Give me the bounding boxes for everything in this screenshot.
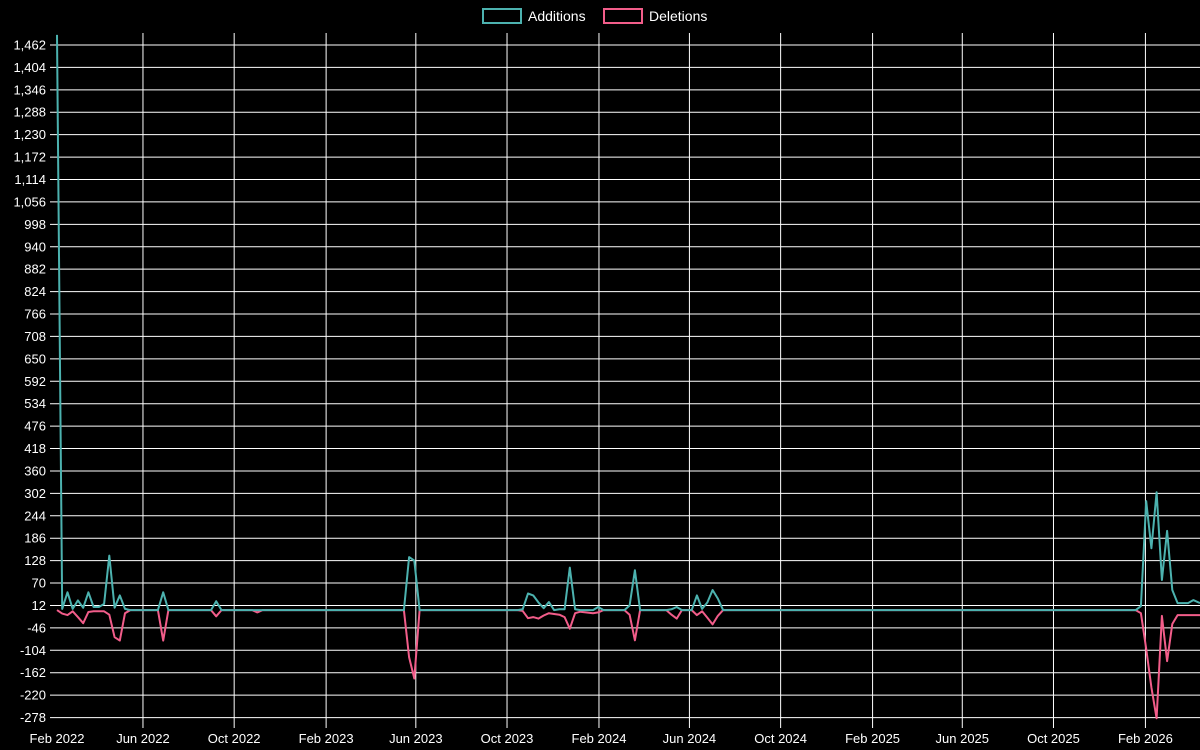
additions-swatch-icon <box>482 8 522 24</box>
legend-label-additions: Additions <box>528 8 586 24</box>
y-tick-label: 1,404 <box>13 60 46 75</box>
x-tick-label: Feb 2025 <box>845 731 900 746</box>
y-tick-label: 360 <box>24 463 46 478</box>
x-tick-label: Oct 2025 <box>1027 731 1080 746</box>
y-tick-label: -104 <box>20 643 46 658</box>
y-gridlines <box>50 44 1200 719</box>
y-tick-label: 1,230 <box>13 127 46 142</box>
y-tick-label: 882 <box>24 262 46 277</box>
x-tick-label: Oct 2023 <box>481 731 534 746</box>
y-tick-label: 244 <box>24 508 46 523</box>
y-tick-label: 592 <box>24 374 46 389</box>
additions-line <box>56 34 1200 612</box>
y-tick-label: 708 <box>24 329 46 344</box>
legend-label-deletions: Deletions <box>649 8 707 24</box>
y-tick-label: 1,462 <box>13 37 46 52</box>
y-tick-label: -278 <box>20 710 46 725</box>
x-tick-label: Jun 2022 <box>116 731 170 746</box>
y-tick-label: 476 <box>24 419 46 434</box>
x-axis-tick-labels: Feb 2022 Jun 2022 Oct 2022 Feb 2023 Jun 2023… <box>30 731 1173 746</box>
y-tick-label: 302 <box>24 486 46 501</box>
x-tick-label: Feb 2026 <box>1118 731 1173 746</box>
x-tick-label: Feb 2024 <box>572 731 627 746</box>
y-tick-label: 1,172 <box>13 150 46 165</box>
chart-legend: Additions Deletions <box>482 8 707 24</box>
y-tick-label: -46 <box>27 620 46 635</box>
y-tick-label: 766 <box>24 307 46 322</box>
y-tick-label: 940 <box>24 239 46 254</box>
y-tick-label: 534 <box>24 396 46 411</box>
deletions-swatch-icon <box>603 8 643 24</box>
y-axis-tick-labels: -278 -220 -162 -104 -46 12 70 128 186 244 302 360 41… <box>13 37 46 725</box>
deletions-line <box>56 609 1200 720</box>
x-tick-label: Feb 2023 <box>299 731 354 746</box>
y-tick-label: 12 <box>32 598 46 613</box>
y-tick-label: -220 <box>20 688 46 703</box>
legend-item-deletions[interactable]: Deletions <box>603 8 707 24</box>
y-tick-label: 1,346 <box>13 82 46 97</box>
y-tick-label: 186 <box>24 531 46 546</box>
y-tick-label: 128 <box>24 553 46 568</box>
x-tick-label: Feb 2022 <box>30 731 85 746</box>
y-tick-label: 418 <box>24 441 46 456</box>
x-tick-label: Oct 2022 <box>208 731 261 746</box>
y-tick-label: 1,114 <box>14 172 46 187</box>
y-tick-label: 1,288 <box>13 105 46 120</box>
y-tick-label: 1,056 <box>13 194 46 209</box>
y-tick-label: -162 <box>20 665 46 680</box>
series-lines <box>56 34 1200 720</box>
legend-item-additions[interactable]: Additions <box>482 8 586 24</box>
y-tick-label: 70 <box>32 576 46 591</box>
x-tick-label: Jun 2025 <box>936 731 990 746</box>
y-tick-label: 998 <box>24 217 46 232</box>
x-tick-label: Jun 2024 <box>663 731 717 746</box>
x-tick-label: Oct 2024 <box>754 731 807 746</box>
y-tick-label: 650 <box>24 351 46 366</box>
y-tick-label: 824 <box>24 284 46 299</box>
x-tick-label: Jun 2023 <box>389 731 443 746</box>
x-gridlines <box>142 33 1146 728</box>
